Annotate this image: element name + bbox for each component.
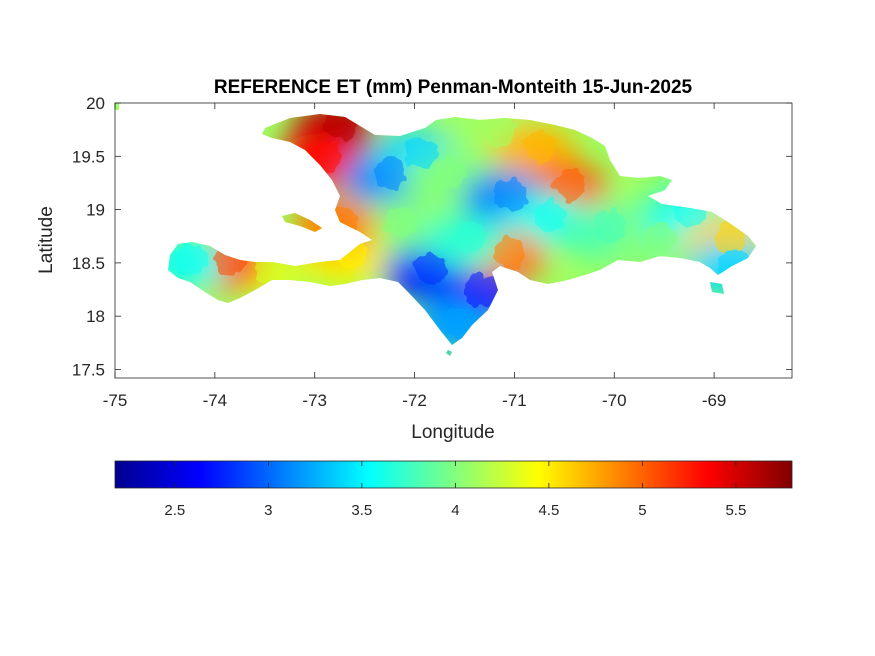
y-axis-label: Latitude — [36, 206, 57, 274]
x-tick-label: -69 — [702, 391, 727, 410]
et-texture-8 — [494, 178, 527, 211]
y-tick-label: 19.5 — [72, 147, 105, 166]
et-texture-1 — [309, 141, 342, 174]
colorbar-gradient — [114, 460, 793, 489]
et-texture-12 — [674, 194, 707, 227]
et-texture-2 — [374, 157, 407, 190]
et-texture-13 — [714, 221, 747, 254]
et-texture-4 — [434, 157, 467, 190]
colorbar-tick-label: 3 — [264, 502, 272, 519]
et-texture-17 — [444, 306, 477, 339]
plot-area — [115, 103, 756, 356]
y-tick-label: 18 — [86, 307, 105, 326]
axes: -75 -74 -73 -72 -71 -70 -69 17.5 18 18.5 19 19.5 20 — [72, 94, 793, 410]
et-texture-15 — [414, 253, 447, 286]
colorbar-tick-label: 2.5 — [164, 502, 185, 519]
et-texture-25 — [454, 221, 487, 254]
x-tick-label: -70 — [602, 391, 627, 410]
y-tick-label: 19 — [86, 201, 105, 220]
et-texture-21 — [214, 242, 247, 275]
y-tick-label: 20 — [86, 94, 105, 113]
et-texture-10 — [594, 210, 627, 243]
x-tick-label: -75 — [103, 391, 128, 410]
colorbar: 2.5 3 3.5 4 4.5 5 5.5 — [114, 460, 793, 519]
y-tick-label: 17.5 — [72, 360, 105, 379]
colorbar-tick-label: 3.5 — [351, 502, 372, 519]
colorbar-tick-label: 4.5 — [538, 502, 559, 519]
et-texture-3 — [404, 136, 437, 169]
et-texture-5 — [484, 114, 517, 147]
x-tick-label: -71 — [502, 391, 527, 410]
et-texture-7 — [554, 168, 587, 201]
et-texture-24 — [324, 205, 357, 238]
et-field — [115, 103, 756, 356]
et-texture-6 — [524, 130, 557, 163]
x-tick-label: -72 — [402, 391, 427, 410]
et-texture-18 — [384, 205, 417, 238]
x-tick-label: -74 — [203, 391, 228, 410]
colorbar-tick-label: 5 — [638, 502, 646, 519]
axes-box — [114, 102, 793, 379]
colorbar-tick-label: 4 — [451, 502, 459, 519]
et-texture-19 — [334, 237, 367, 270]
y-tick-label: 18.5 — [72, 254, 105, 273]
colorbar-tick-label: 5.5 — [725, 502, 746, 519]
et-texture-0 — [324, 109, 357, 142]
et-texture-11 — [644, 221, 677, 254]
et-texture-22 — [174, 242, 207, 275]
x-tick-label: -73 — [302, 391, 327, 410]
et-texture-9 — [534, 200, 567, 233]
et-texture-14 — [719, 248, 752, 281]
chart-title: REFERENCE ET (mm) Penman-Monteith 15-Jun… — [214, 77, 693, 98]
x-axis-label: Longitude — [411, 422, 494, 443]
et-texture-16 — [464, 274, 497, 307]
et-texture-20 — [254, 253, 287, 286]
et-texture-23 — [494, 237, 527, 270]
